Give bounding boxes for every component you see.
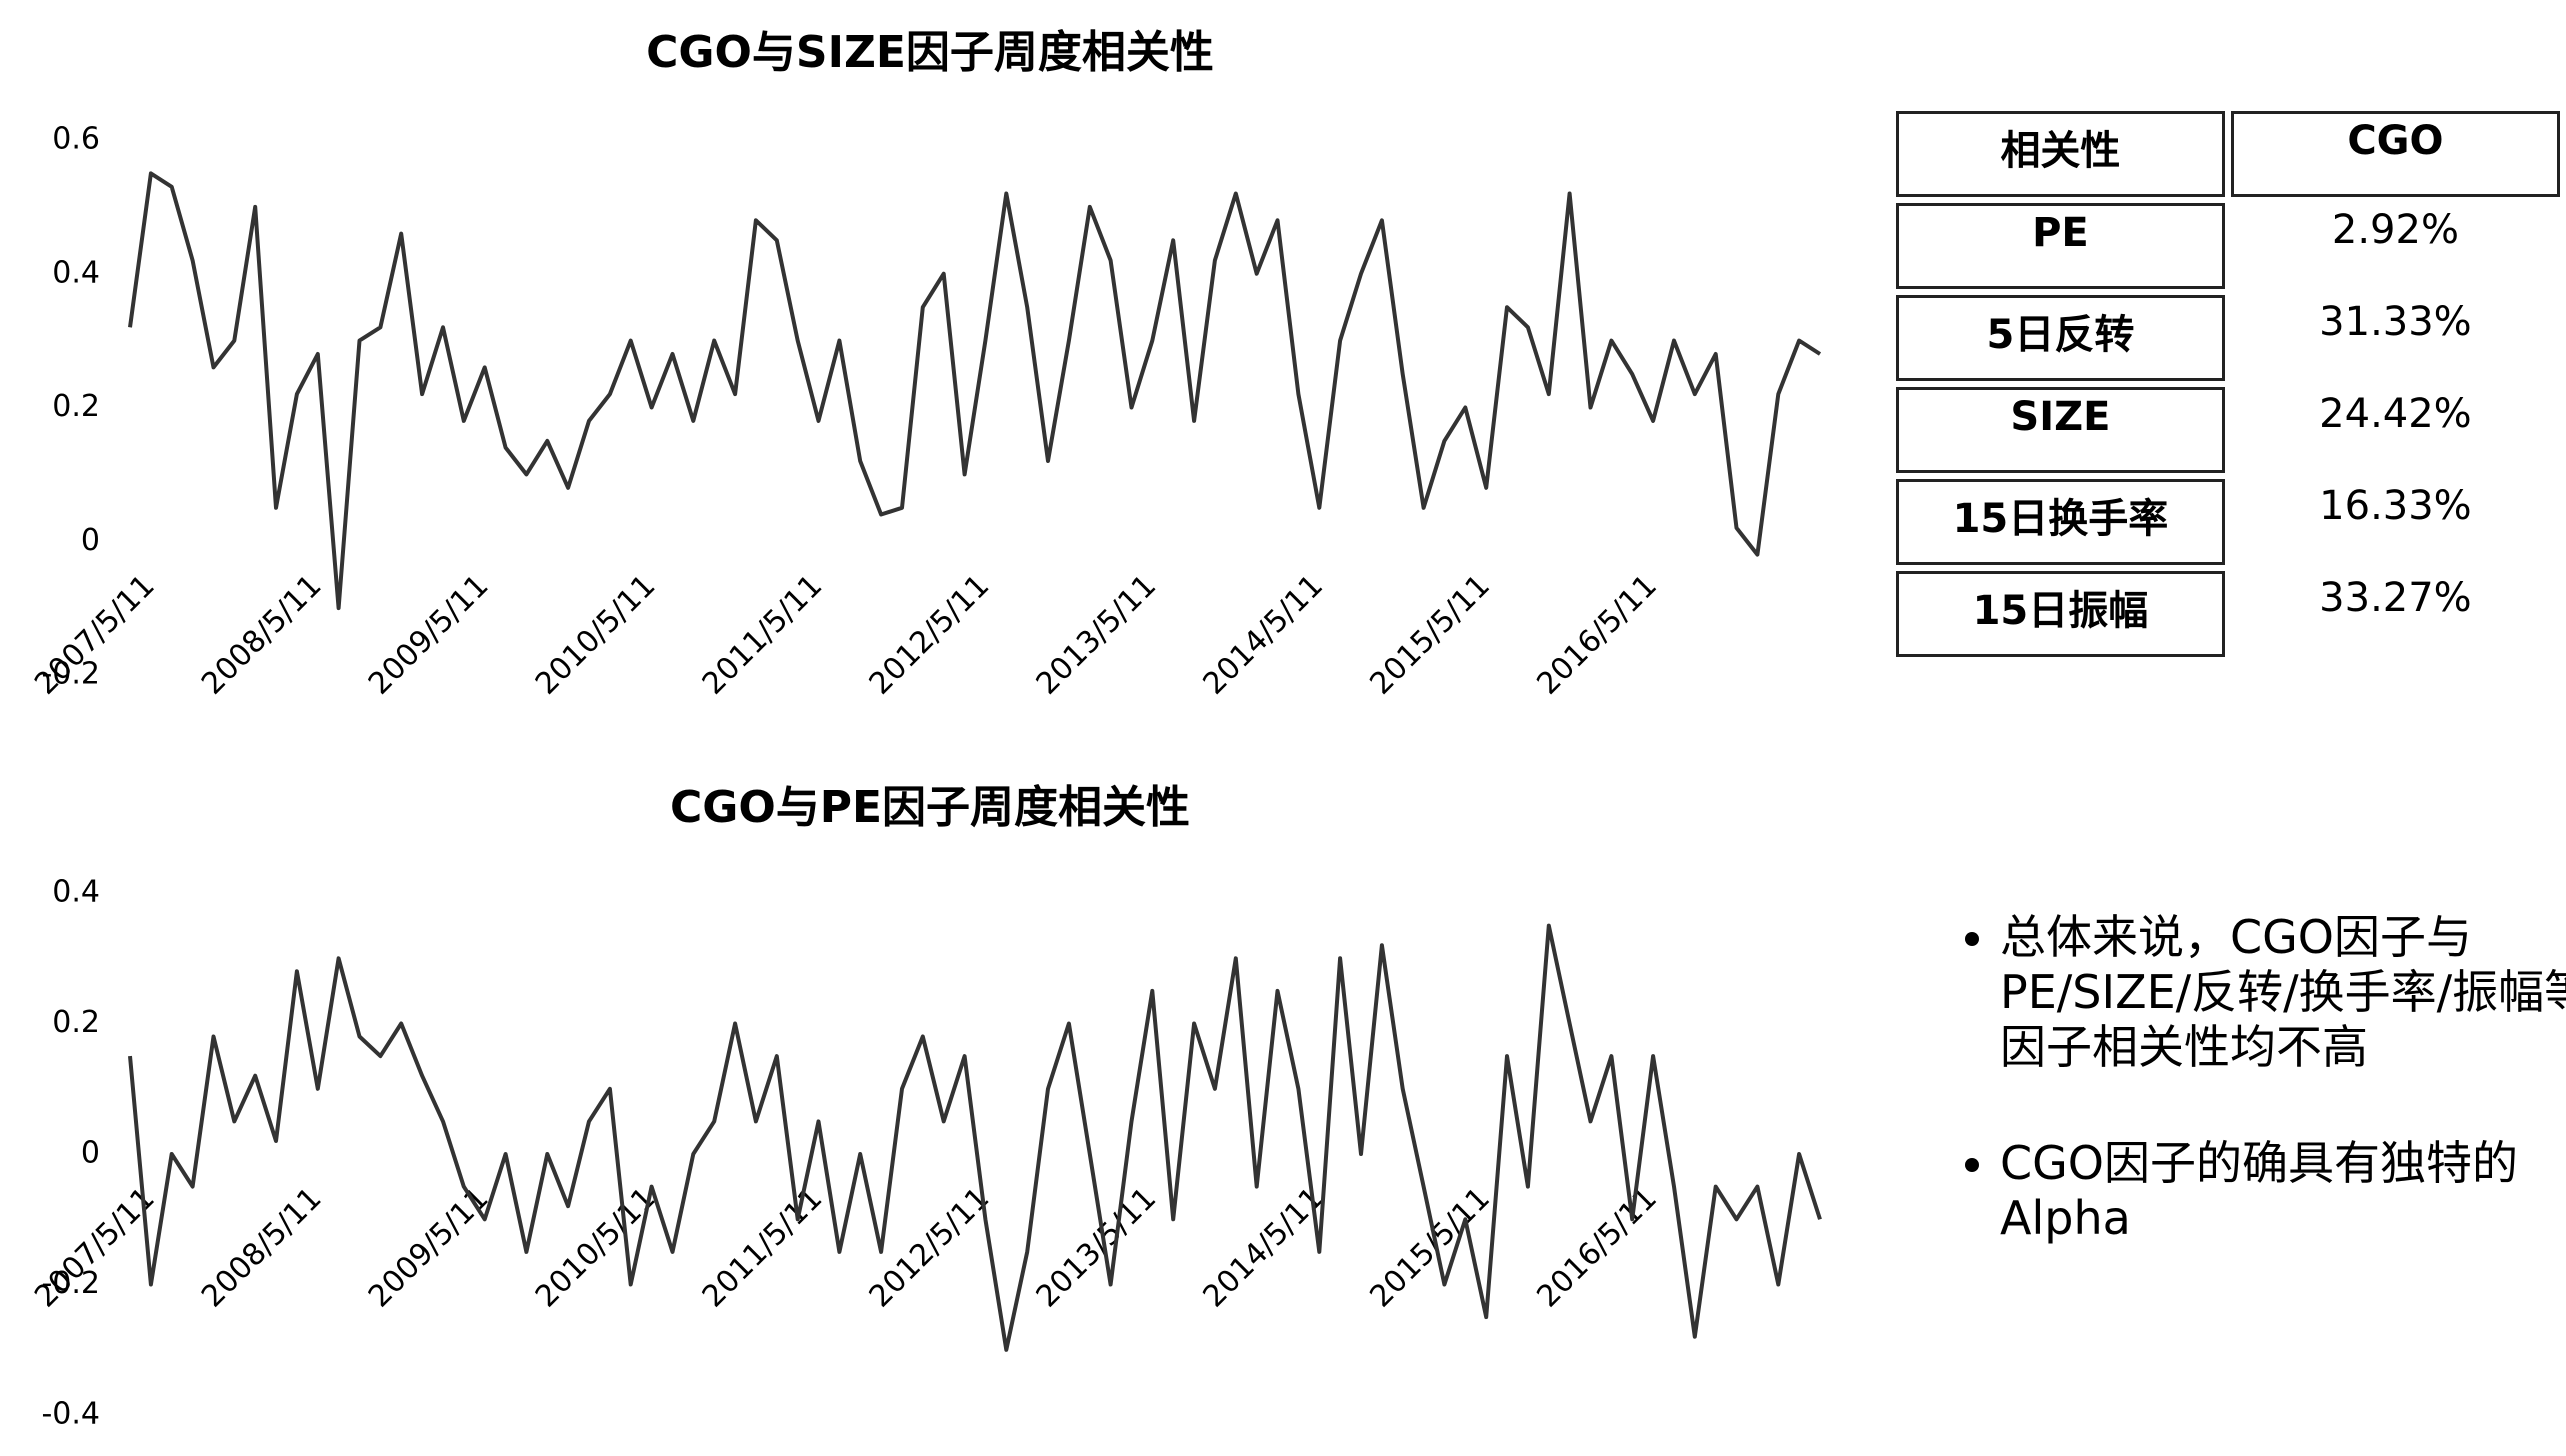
y-tick-label: -0.4 xyxy=(41,1397,100,1432)
y-tick-label: 0.2 xyxy=(52,389,100,424)
row-label: SIZE xyxy=(1896,387,2225,473)
x-tick-label: 2009/5/11 xyxy=(362,568,496,702)
table-row: SIZE 24.42% xyxy=(1896,387,2560,473)
cell-value: 24.42% xyxy=(2319,391,2472,437)
x-tick-label: 2012/5/11 xyxy=(863,568,997,702)
row-label: 15日换手率 xyxy=(1896,479,2225,565)
table-row: PE 2.92% xyxy=(1896,203,2560,289)
y-tick-label: 0.4 xyxy=(52,255,100,290)
data-line xyxy=(128,923,1822,1352)
row-label: 15日振幅 xyxy=(1896,571,2225,657)
x-tick-label: 2016/5/11 xyxy=(1530,568,1664,702)
row-label: 5日反转 xyxy=(1896,295,2225,381)
data-line xyxy=(128,171,1822,611)
cell-value: 16.33% xyxy=(2319,483,2472,529)
correlation-table: 相关性 CGO PE 2.92% 5日反转 31.33% SIZE 24.42% 15日换手率… xyxy=(1890,105,2566,663)
x-tick-label: 2008/5/11 xyxy=(195,1181,329,1315)
table-row: 15日振幅 33.27% xyxy=(1896,571,2560,657)
table-header: 相关性 xyxy=(1896,111,2225,197)
bullets: 总体来说，CGO因子与PE/SIZE/反转/换手率/振幅等因子相关性均不高 CGO… xyxy=(1920,910,2566,1306)
y-tick-label: 0 xyxy=(81,1136,100,1171)
chart-title: CGO与PE因子周度相关性 xyxy=(670,782,1190,833)
x-tick-label: 2013/5/11 xyxy=(1030,568,1164,702)
y-tick-label: 0.2 xyxy=(52,1005,100,1040)
x-tick-label: 2014/5/11 xyxy=(1197,1181,1331,1315)
x-tick-label: 2015/5/11 xyxy=(1363,568,1497,702)
y-tick-label: -0.2 xyxy=(41,1266,100,1301)
y-tick-label: 0.4 xyxy=(52,875,100,910)
x-tick-label: 2015/5/11 xyxy=(1363,1181,1497,1315)
y-tick-label: 0 xyxy=(81,523,100,558)
x-tick-label: 2011/5/11 xyxy=(696,568,830,702)
y-tick-label: 0.6 xyxy=(52,122,100,157)
x-tick-label: 2009/5/11 xyxy=(362,1181,496,1315)
cell-value: 2.92% xyxy=(2331,207,2459,253)
x-tick-label: 2010/5/11 xyxy=(529,1181,663,1315)
table-row: 5日反转 31.33% xyxy=(1896,295,2560,381)
table-row: 15日换手率 16.33% xyxy=(1896,479,2560,565)
x-tick-label: 2011/5/11 xyxy=(696,1181,830,1315)
bullet: CGO因子的确具有独特的Alpha xyxy=(2000,1136,2566,1246)
x-tick-label: 2010/5/11 xyxy=(529,568,663,702)
cell-value: 31.33% xyxy=(2319,299,2472,345)
cell-value: 33.27% xyxy=(2319,575,2472,621)
x-tick-label: 2014/5/11 xyxy=(1197,568,1331,702)
x-tick-label: 2016/5/11 xyxy=(1530,1181,1664,1315)
chart-title: CGO与SIZE因子周度相关性 xyxy=(646,27,1214,78)
bullet: 总体来说，CGO因子与PE/SIZE/反转/换手率/振幅等因子相关性均不高 xyxy=(2000,910,2566,1076)
x-tick-label: 2008/5/11 xyxy=(195,568,329,702)
table-header: CGO xyxy=(2230,111,2560,197)
y-tick-label: -0.2 xyxy=(41,657,100,692)
row-label: PE xyxy=(1896,203,2225,289)
